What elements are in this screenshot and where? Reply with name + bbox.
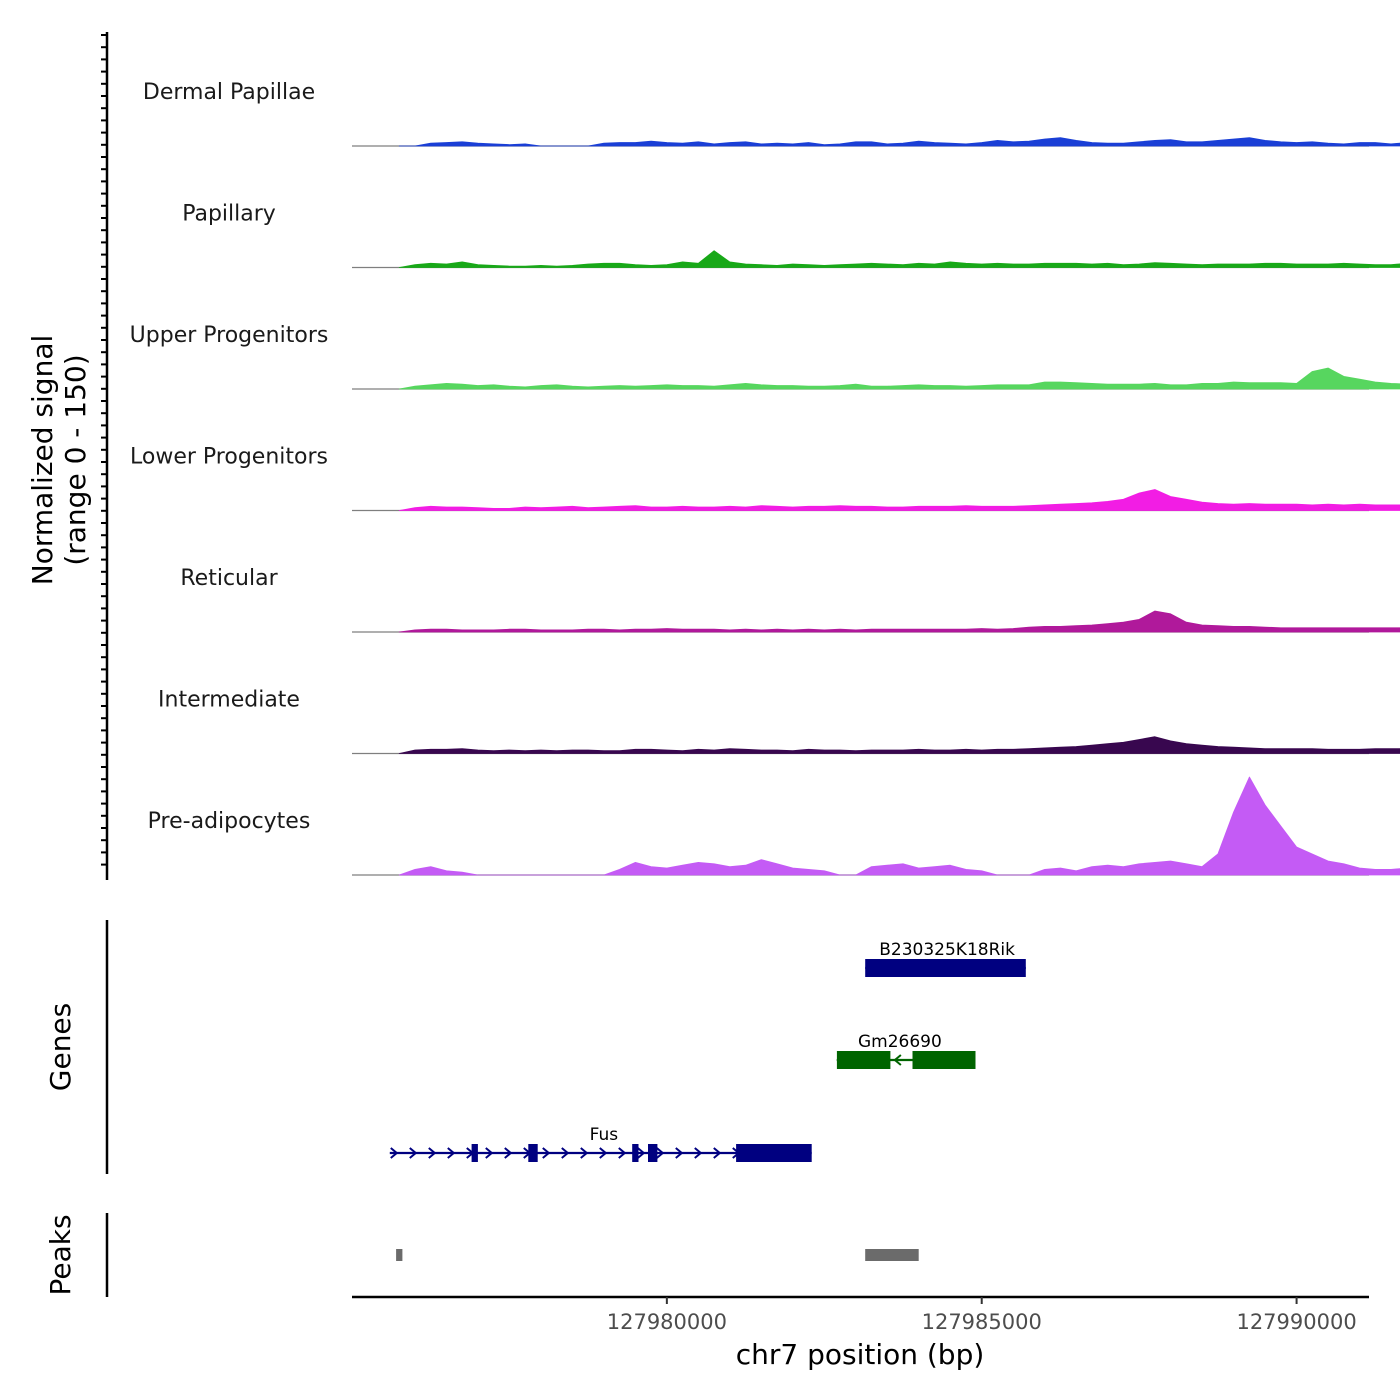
track-label: Dermal Papillae (143, 80, 315, 105)
strand-chevron (447, 1147, 456, 1159)
coverage-tracks: Dermal Papillae Papillary Upper Progenitor… (130, 80, 1400, 876)
peak-region (865, 1249, 919, 1261)
strand-chevron (893, 1054, 902, 1066)
track-signal-area (398, 489, 1400, 511)
gene-exon (736, 1144, 812, 1162)
strand-chevron (675, 1147, 684, 1159)
peaks-panel-label: Peaks (44, 1214, 77, 1295)
strand-chevron (656, 1147, 665, 1159)
track-pre-adipocytes: Pre-adipocytes (148, 776, 1400, 876)
track-dermal-papillae: Dermal Papillae (143, 80, 1400, 147)
track-signal-area (398, 776, 1400, 876)
strand-chevron (618, 1147, 627, 1159)
strand-chevron (485, 1147, 494, 1159)
strand-chevron (428, 1147, 437, 1159)
signal-axis-title-line1: Normalized signal (26, 335, 59, 586)
gene-b230325k18rik: B230325K18Rik (865, 940, 1026, 977)
strand-chevron (390, 1147, 399, 1159)
track-lower-progenitors: Lower Progenitors (130, 445, 1400, 512)
strand-chevron (409, 1147, 418, 1159)
strand-chevron (561, 1147, 570, 1159)
gene-exon (471, 1144, 478, 1162)
peak-regions (396, 1249, 919, 1261)
track-reticular: Reticular (180, 566, 1400, 633)
gene-exon (632, 1144, 639, 1162)
signal-axis-title-line2: (range 0 - 150) (59, 354, 92, 565)
strand-chevron (580, 1147, 589, 1159)
gene-name-label: Gm26690 (858, 1032, 942, 1052)
track-signal-area (398, 610, 1400, 633)
x-axis-tick-label: 127980000 (607, 1310, 727, 1334)
track-signal-area (398, 137, 1400, 147)
strand-chevron (637, 1147, 646, 1159)
track-label: Reticular (180, 566, 278, 591)
track-label: Papillary (182, 202, 276, 227)
track-label: Upper Progenitors (130, 323, 329, 348)
x-axis-tick-label: 127985000 (922, 1310, 1042, 1334)
x-axis-tick-label: 127990000 (1236, 1310, 1356, 1334)
track-signal-area (398, 367, 1400, 390)
gene-gm26690: Gm26690 (836, 1032, 976, 1069)
strand-chevron (542, 1147, 551, 1159)
gene-exon (648, 1144, 658, 1162)
track-intermediate: Intermediate (158, 688, 1400, 755)
gene-exon (912, 1051, 976, 1069)
gene-annotations: B230325K18Rik Gm26690 Fus (389, 940, 1026, 1162)
strand-chevron (599, 1147, 608, 1159)
gene-fus: Fus (389, 1125, 812, 1162)
gene-exon (528, 1144, 538, 1162)
gene-exon (836, 1051, 891, 1069)
gene-name-label: Fus (590, 1125, 619, 1145)
strand-chevron (504, 1147, 513, 1159)
gene-exon (865, 959, 1026, 977)
track-label: Intermediate (158, 688, 300, 713)
track-signal-area (398, 736, 1400, 754)
track-label: Lower Progenitors (130, 445, 328, 470)
track-papillary: Papillary (182, 202, 1400, 269)
genes-panel-label: Genes (44, 1003, 77, 1091)
strand-chevron (694, 1147, 703, 1159)
track-signal-area (398, 250, 1400, 268)
x-axis-title: chr7 position (bp) (736, 1338, 985, 1371)
signal-axis-ticks (101, 34, 107, 866)
strand-chevron (713, 1147, 722, 1159)
track-upper-progenitors: Upper Progenitors (130, 323, 1400, 390)
x-axis-ticks: 127980000 127985000 127990000 (607, 1297, 1357, 1334)
track-label: Pre-adipocytes (148, 809, 311, 834)
gene-name-label: B230325K18Rik (879, 940, 1015, 960)
peak-region (396, 1249, 403, 1261)
